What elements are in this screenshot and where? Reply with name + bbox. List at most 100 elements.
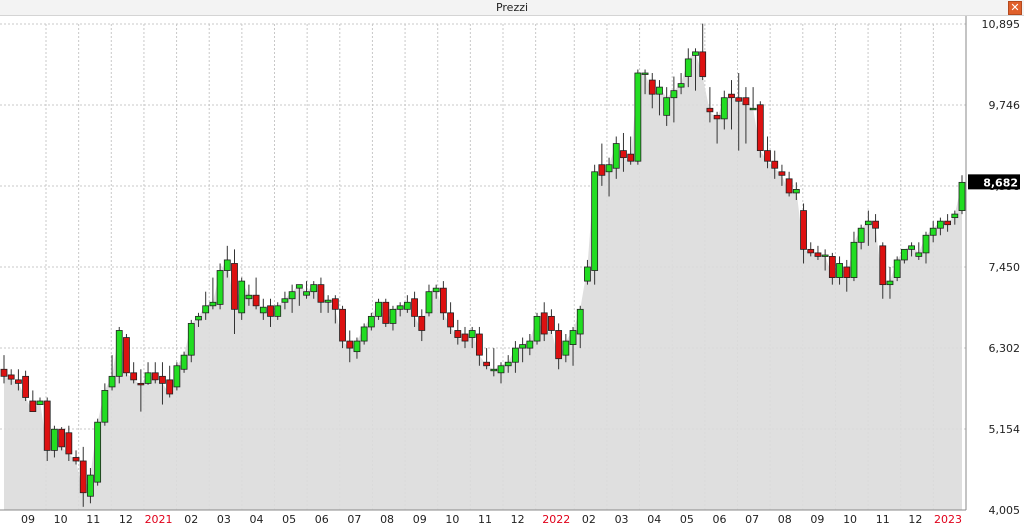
candle-up (115, 330, 123, 377)
x-tick-label: 07 (347, 513, 361, 526)
x-tick-label: 02 (184, 513, 198, 526)
candle-down (411, 298, 418, 317)
candle-down (166, 379, 174, 395)
candle-up (353, 340, 361, 353)
candle-up (216, 270, 224, 305)
candle-down (713, 114, 721, 120)
candle-down (828, 256, 836, 278)
candle-down (439, 287, 447, 314)
candle-down (699, 51, 707, 77)
candle-down (137, 382, 145, 386)
candle-down (0, 368, 8, 377)
candle-up (958, 181, 966, 211)
y-tick-label: 5,154 (989, 423, 1021, 436)
x-tick-label: 08 (380, 513, 394, 526)
candle-down (447, 312, 454, 328)
x-tick-label: 09 (810, 513, 824, 526)
candle-up (533, 315, 541, 342)
candle-down (130, 372, 138, 381)
candle-down (29, 400, 37, 413)
candle-up (504, 361, 512, 367)
close-button[interactable]: ✕ (1008, 1, 1022, 15)
candle-down (252, 294, 260, 307)
candle-up (310, 284, 318, 293)
last-price-tag: 8,682 (968, 174, 1020, 190)
candle-down (540, 312, 548, 335)
candle-down (627, 153, 635, 162)
candle-up (670, 90, 678, 99)
candle-down (778, 171, 786, 176)
y-tick-label: 7,450 (989, 261, 1021, 274)
x-tick-label: 09 (413, 513, 427, 526)
candle-down (735, 97, 743, 102)
candle-up (303, 291, 310, 296)
candle-up (209, 301, 217, 307)
candle-up (367, 315, 375, 328)
candle-up (180, 354, 188, 370)
x-axis-ticks: 09 10 11 12 2021 02 03 04 05 06 07 08 09 10 11 12 2022 02… (21, 513, 962, 526)
candle-up (245, 294, 253, 300)
candle-down (843, 266, 851, 278)
candle-down (22, 375, 30, 398)
candle-down (418, 315, 426, 331)
candle-up (403, 301, 411, 310)
candle-down (346, 340, 354, 349)
candle-up (101, 390, 109, 423)
candle-up (792, 189, 800, 194)
candle-up (144, 372, 152, 384)
candle-up (432, 287, 440, 293)
candle-up (94, 421, 102, 483)
candle-up (900, 248, 908, 261)
candle-up (288, 291, 296, 300)
candle-up (864, 220, 872, 226)
x-tick-label: 11 (478, 513, 492, 526)
x-tick-label: 10 (54, 513, 68, 526)
candle-up (295, 284, 303, 289)
candle-up (857, 227, 865, 243)
candle-down (151, 372, 159, 381)
candle-up (108, 375, 116, 388)
y-tick-label: 9,746 (989, 99, 1021, 112)
candle-down (785, 178, 793, 194)
candle-up (526, 340, 534, 349)
candle-down (483, 361, 491, 367)
x-tick-label: 06 (315, 513, 329, 526)
candle-up (677, 83, 685, 88)
candle-down (706, 107, 714, 113)
candle-up (605, 164, 613, 173)
x-tick-label: 09 (21, 513, 35, 526)
candle-down (317, 284, 325, 303)
window-title: Prezzi (495, 1, 529, 14)
candle-up (663, 97, 671, 116)
x-tick-label: 10 (843, 513, 857, 526)
candle-down (764, 150, 771, 162)
candle-down (756, 104, 764, 152)
candle-up (36, 400, 44, 405)
candle-up (202, 305, 210, 314)
x-tick-label: 08 (778, 513, 792, 526)
candles (0, 23, 966, 507)
price-area (4, 51, 962, 511)
x-tick-label: 03 (217, 513, 231, 526)
x-tick-label: 02 (582, 513, 596, 526)
candle-up (360, 326, 368, 342)
candle-down (728, 93, 735, 99)
candle-up (886, 280, 894, 286)
candle-up (396, 305, 404, 310)
candle-up (51, 428, 58, 451)
candle-up (87, 474, 94, 497)
candle-up (389, 308, 397, 324)
candle-up (497, 365, 505, 374)
candle-down (879, 245, 887, 286)
x-tick-label: 12 (119, 513, 133, 526)
candle-up (281, 298, 289, 303)
candle-down (944, 220, 951, 226)
candle-up (641, 72, 649, 75)
x-tick-label: 04 (250, 513, 264, 526)
candle-up (922, 234, 930, 254)
last-price-label: 8,682 (983, 176, 1018, 189)
candle-up (836, 263, 843, 278)
candle-down (555, 330, 563, 360)
candle-down (454, 330, 462, 338)
